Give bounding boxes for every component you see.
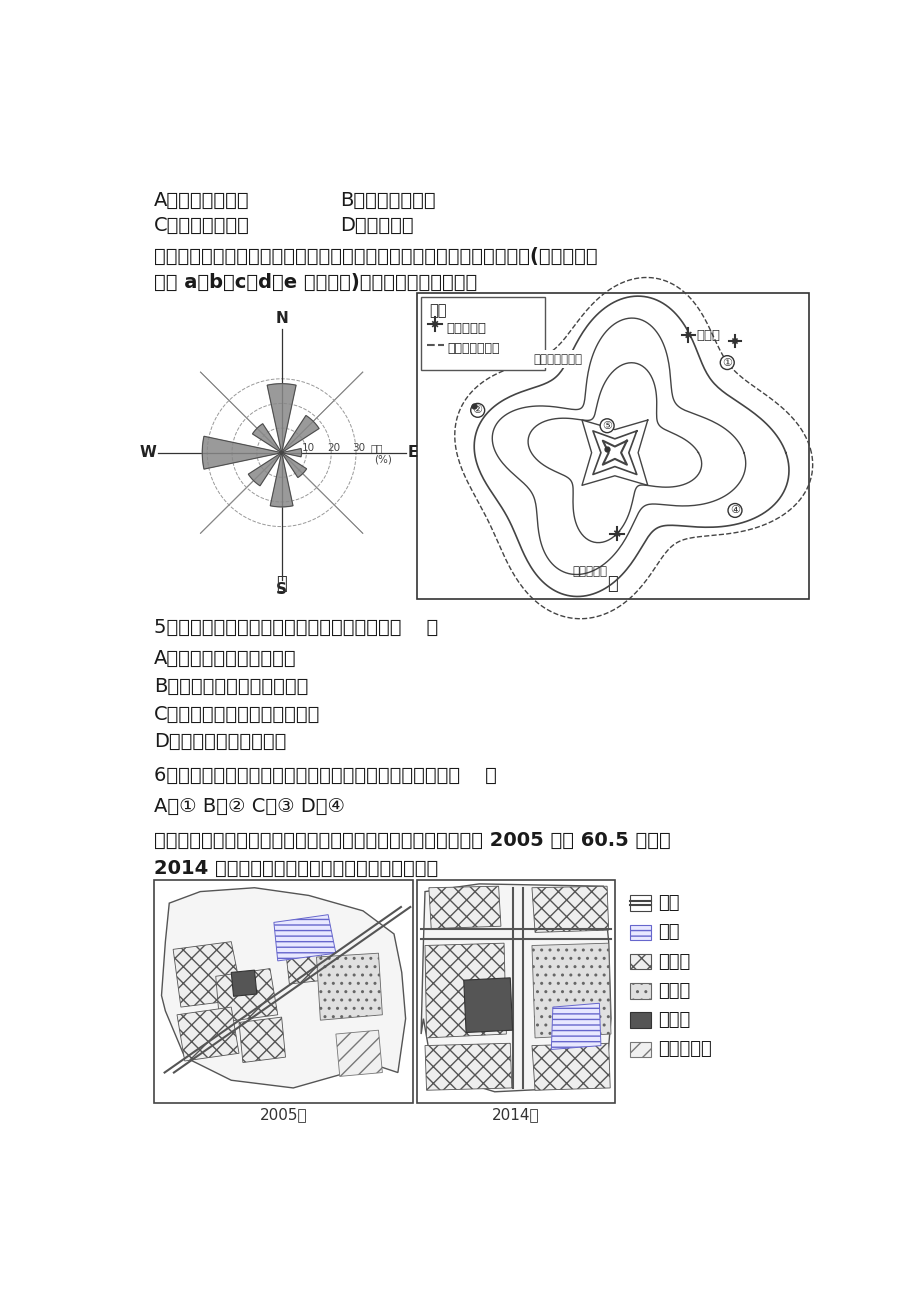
Text: 频率: 频率: [370, 444, 383, 453]
Text: 甲: 甲: [276, 574, 287, 592]
Text: 水域: 水域: [658, 923, 679, 941]
Text: 公路: 公路: [658, 894, 679, 913]
Bar: [630, 983, 650, 999]
Text: 30: 30: [351, 444, 365, 453]
Bar: [417, 293, 808, 599]
Text: A．① B．② C．③ D．④: A．① B．② C．③ D．④: [153, 797, 345, 816]
Polygon shape: [428, 887, 501, 928]
Text: 10: 10: [301, 444, 315, 453]
Text: 卫星城: 卫星城: [696, 329, 720, 342]
Text: C．自然资源状况: C．自然资源状况: [153, 216, 249, 236]
Text: ②: ②: [472, 405, 482, 415]
Polygon shape: [162, 888, 405, 1088]
Text: 工业区: 工业区: [658, 982, 690, 1000]
Polygon shape: [425, 1043, 511, 1090]
Text: 地价等值线: 地价等值线: [446, 322, 485, 335]
Text: 2014年: 2014年: [492, 1107, 539, 1122]
Bar: [630, 896, 650, 911]
Text: 下图为省某城市不同时期功能区分布图，该城市常住人口总规模 2005 年达 60.5 万人，: 下图为省某城市不同时期功能区分布图，该城市常住人口总规模 2005 年达 60.…: [153, 831, 670, 850]
Text: 图例: 图例: [428, 303, 446, 318]
Polygon shape: [216, 969, 278, 1022]
Polygon shape: [531, 887, 608, 932]
Polygon shape: [463, 978, 512, 1032]
Polygon shape: [274, 915, 335, 961]
Polygon shape: [202, 436, 281, 469]
Text: C．与商品产地距离大小的影响: C．与商品产地距离大小的影响: [153, 704, 320, 724]
Text: D．科技水平: D．科技水平: [339, 216, 413, 236]
Circle shape: [471, 404, 484, 417]
Bar: [630, 954, 650, 970]
Text: 图甲是位于平原地区的某城市风向频率图，图乙是该城市地价分布概念图(地价等值线: 图甲是位于平原地区的某城市风向频率图，图乙是该城市地价分布概念图(地价等值线: [153, 247, 596, 266]
Text: (%): (%): [374, 454, 392, 465]
Text: B．与市中心距离大小的影响: B．与市中心距离大小的影响: [153, 677, 308, 695]
Text: ④: ④: [729, 505, 739, 516]
Text: 传统工业区: 传统工业区: [572, 565, 607, 578]
Text: 2005年: 2005年: [259, 1107, 307, 1122]
Polygon shape: [421, 884, 610, 1092]
Polygon shape: [531, 943, 610, 1038]
Text: W: W: [139, 445, 156, 460]
Polygon shape: [316, 953, 382, 1021]
Text: B．经济发展水平: B．经济发展水平: [339, 191, 435, 210]
Polygon shape: [281, 449, 301, 457]
Polygon shape: [281, 453, 306, 478]
Text: 乙: 乙: [607, 574, 618, 592]
Text: ①: ①: [721, 358, 732, 367]
Circle shape: [720, 355, 733, 370]
Polygon shape: [550, 1004, 600, 1049]
Text: 古镇保护区: 古镇保护区: [658, 1040, 711, 1059]
Text: 5．乙图中地价等值线弯曲程度的大小主要受（    ）: 5．乙图中地价等值线弯曲程度的大小主要受（ ）: [153, 618, 437, 637]
Bar: [153, 880, 413, 1103]
Bar: [630, 924, 650, 940]
Polygon shape: [239, 1017, 285, 1062]
Text: 热岛环流边界线: 热岛环流边界线: [447, 342, 499, 355]
Text: D．环境质量优劣的影响: D．环境质量优劣的影响: [153, 732, 286, 751]
Polygon shape: [281, 415, 319, 453]
Text: 住宅区: 住宅区: [658, 953, 690, 971]
Text: N: N: [275, 311, 288, 326]
Polygon shape: [176, 1006, 239, 1061]
Text: 数值 a、b、c、d、e 依次递减)。读图回答下面小题。: 数值 a、b、c、d、e 依次递减)。读图回答下面小题。: [153, 273, 476, 292]
Bar: [417, 880, 614, 1103]
Text: 6．该城市计划新建一座大型钢铁厂，厂址的最佳位置在（    ）: 6．该城市计划新建一座大型钢铁厂，厂址的最佳位置在（ ）: [153, 766, 496, 785]
Text: 高新技术产业区: 高新技术产业区: [533, 353, 582, 366]
Polygon shape: [173, 941, 243, 1006]
Circle shape: [599, 419, 614, 432]
Bar: [421, 297, 545, 370]
Polygon shape: [285, 945, 323, 984]
Polygon shape: [270, 453, 292, 506]
Bar: [630, 1013, 650, 1027]
Text: A．交通通达度高低的影响: A．交通通达度高低的影响: [153, 648, 296, 668]
Text: S: S: [276, 582, 287, 598]
Polygon shape: [252, 423, 281, 453]
Text: E: E: [407, 445, 417, 460]
Polygon shape: [248, 453, 281, 486]
Text: 2014 年增至近百万人。读下图，回答下列各题。: 2014 年增至近百万人。读下图，回答下列各题。: [153, 858, 437, 878]
Polygon shape: [425, 943, 505, 1038]
Polygon shape: [531, 1043, 609, 1090]
Polygon shape: [231, 970, 256, 996]
Text: 20: 20: [326, 444, 340, 453]
Circle shape: [727, 504, 741, 517]
Polygon shape: [267, 384, 296, 453]
Polygon shape: [335, 1030, 382, 1077]
Text: A．地域开发程度: A．地域开发程度: [153, 191, 249, 210]
Bar: [630, 1042, 650, 1057]
Text: 商业区: 商业区: [658, 1012, 690, 1029]
Text: ⑤: ⑤: [601, 421, 611, 431]
